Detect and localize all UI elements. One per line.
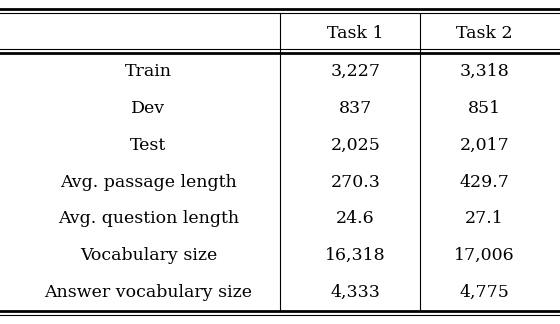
Text: 429.7: 429.7	[459, 174, 510, 191]
Text: Test: Test	[130, 137, 166, 154]
Text: Avg. question length: Avg. question length	[58, 211, 239, 227]
Text: 24.6: 24.6	[337, 211, 375, 227]
Text: 270.3: 270.3	[330, 174, 381, 191]
Text: 16,318: 16,318	[325, 247, 386, 264]
Text: 837: 837	[339, 100, 372, 117]
Text: 2,017: 2,017	[460, 137, 509, 154]
Text: 4,333: 4,333	[330, 284, 381, 301]
Text: Train: Train	[125, 63, 172, 80]
Text: Answer vocabulary size: Answer vocabulary size	[44, 284, 253, 301]
Text: 17,006: 17,006	[454, 247, 515, 264]
Text: Task 1: Task 1	[328, 25, 384, 41]
Text: Vocabulary size: Vocabulary size	[80, 247, 217, 264]
Text: Dev: Dev	[132, 100, 165, 117]
Text: Avg. passage length: Avg. passage length	[60, 174, 237, 191]
Text: 4,775: 4,775	[459, 284, 510, 301]
Text: 3,318: 3,318	[460, 63, 509, 80]
Text: 2,025: 2,025	[330, 137, 381, 154]
Text: 27.1: 27.1	[465, 211, 504, 227]
Text: 851: 851	[468, 100, 501, 117]
Text: 3,227: 3,227	[330, 63, 381, 80]
Text: Task 2: Task 2	[456, 25, 513, 41]
